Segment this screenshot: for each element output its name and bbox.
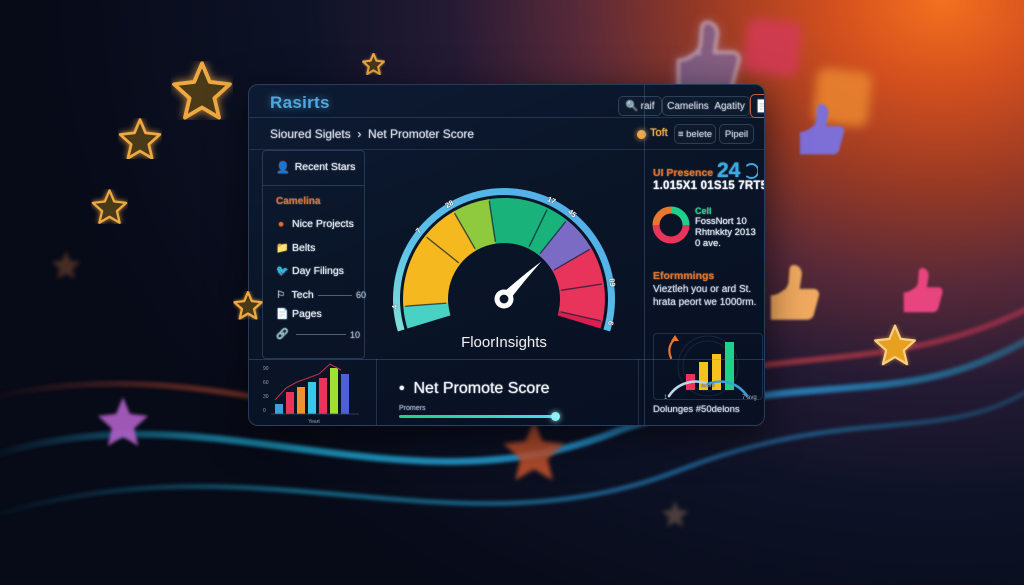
svg-text:0: 0	[263, 408, 266, 414]
svg-text:1: 1	[664, 395, 668, 401]
svg-text:score: score	[701, 383, 714, 389]
svg-text:FloorInsights: FloorInsights	[461, 334, 547, 351]
svg-text:89: 89	[607, 278, 617, 288]
svg-text:90: 90	[263, 366, 269, 372]
svg-text:7 avg: 7 avg	[742, 395, 757, 401]
svg-text:30: 30	[263, 394, 269, 400]
svg-text:60: 60	[263, 380, 269, 386]
svg-text:Yeart: Yeart	[308, 419, 320, 425]
